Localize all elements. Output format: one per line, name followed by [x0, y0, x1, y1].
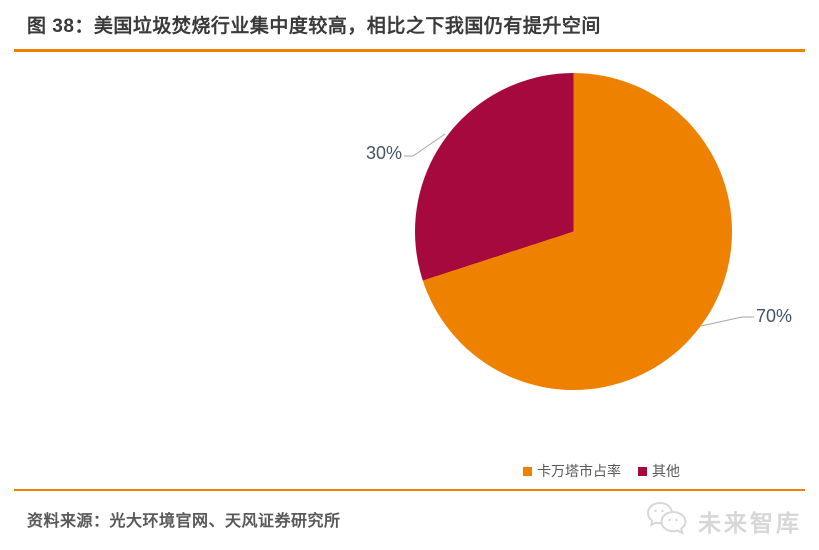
top-divider-rule — [14, 49, 805, 52]
legend-swatch-covanta — [523, 466, 532, 476]
pie — [415, 73, 732, 390]
legend-label-other: 其他 — [652, 463, 680, 479]
figure-title: 图 38：美国垃圾焚烧行业集中度较高，相比之下我国仍有提升空间 — [27, 16, 601, 37]
source-note: 资料来源：光大环境官网、天风证券研究所 — [27, 513, 341, 530]
legend-swatch-other — [638, 466, 647, 476]
legend: 卡万塔市占率 其他 — [523, 461, 680, 481]
legend-label-covanta: 卡万塔市占率 — [537, 463, 621, 479]
bottom-divider-rule — [14, 489, 805, 491]
watermark: 未来智库 — [645, 500, 802, 542]
data-label-30pct: 30% — [365, 143, 402, 163]
watermark-label: 未来智库 — [698, 510, 802, 536]
data-label-70pct: 70% — [756, 306, 793, 326]
leader-line-70pct — [700, 316, 754, 327]
legend-item-covanta: 卡万塔市占率 — [523, 461, 621, 481]
speech-bubbles-icon — [646, 501, 687, 535]
legend-item-other: 其他 — [638, 461, 680, 481]
